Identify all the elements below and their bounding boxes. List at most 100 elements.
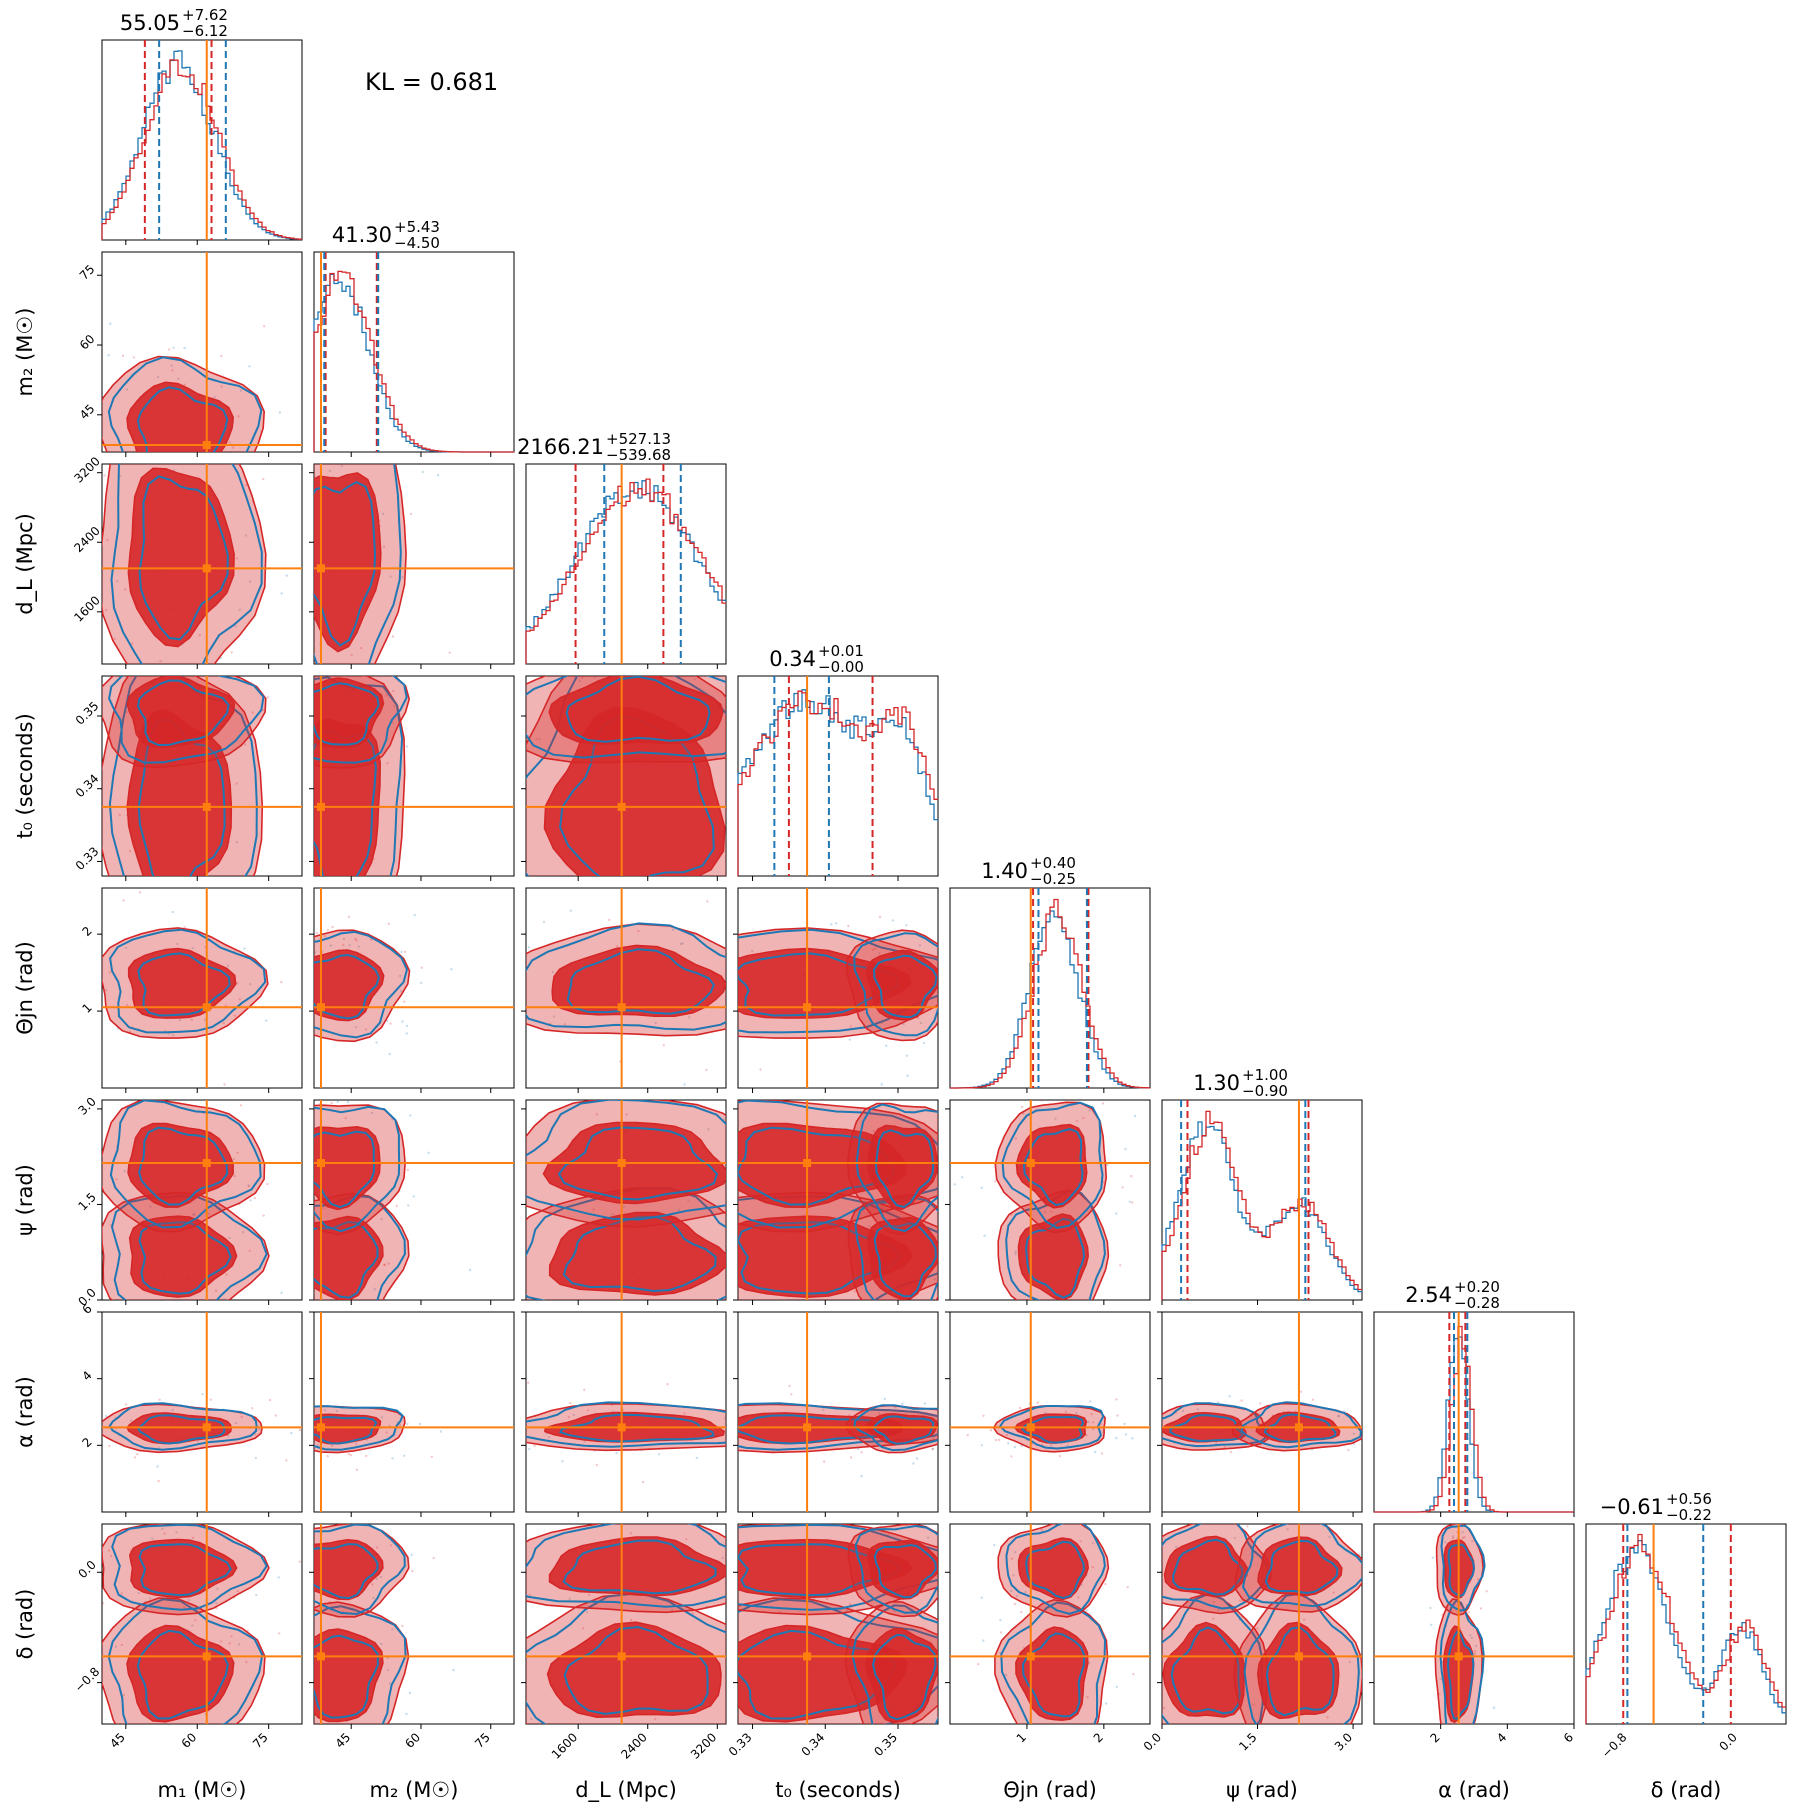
y-tick-label: 0.35 bbox=[73, 699, 102, 728]
histogram-step-a bbox=[313, 270, 514, 453]
scatter-point bbox=[1155, 1669, 1157, 1671]
scatter-point bbox=[788, 1384, 791, 1388]
density-contour-b-outer bbox=[314, 464, 402, 664]
scatter-point bbox=[532, 1514, 534, 1516]
scatter-point bbox=[1473, 1650, 1477, 1653]
scatter-point bbox=[528, 1593, 531, 1597]
scatter-point bbox=[304, 1130, 306, 1132]
density-contour-b-inner bbox=[138, 1221, 232, 1295]
scatter-point bbox=[96, 943, 98, 945]
x-tick-label: 45 bbox=[107, 1730, 128, 1751]
scatter-point bbox=[1040, 1100, 1043, 1102]
density-contour-b-outer bbox=[738, 1195, 938, 1300]
density-contour-b-outer bbox=[854, 1196, 938, 1300]
scatter-point bbox=[421, 470, 425, 474]
scatter-point bbox=[409, 512, 413, 516]
scatter-point bbox=[107, 354, 110, 357]
truth-marker bbox=[617, 802, 626, 811]
density-contour-b-inner bbox=[873, 1544, 937, 1599]
scatter-point bbox=[1212, 1617, 1215, 1621]
x-tick-label: 3.0 bbox=[1332, 1730, 1355, 1753]
scatter-point bbox=[232, 1158, 235, 1161]
scatter-point bbox=[183, 926, 186, 929]
scatter-point bbox=[375, 1041, 378, 1044]
scatter-point bbox=[357, 1742, 359, 1744]
scatter-point bbox=[878, 915, 882, 919]
scatter-point bbox=[583, 1388, 586, 1392]
scatter-point bbox=[158, 1398, 161, 1401]
density-contour-b-inner bbox=[1264, 1539, 1339, 1595]
density-contour-b-outer bbox=[314, 1105, 401, 1233]
scatter-point bbox=[942, 1146, 944, 1148]
x-tick-label: −0.8 bbox=[1599, 1730, 1630, 1761]
x-tick-label: 60 bbox=[179, 1730, 200, 1751]
scatter-point bbox=[220, 1640, 223, 1643]
y-tick-label: 2400 bbox=[71, 524, 102, 555]
density-contour-b-outer bbox=[738, 1598, 938, 1724]
scatter-point bbox=[365, 1454, 368, 1458]
scatter-point bbox=[1049, 1444, 1053, 1447]
scatter-point bbox=[622, 1205, 626, 1209]
scatter-point bbox=[201, 666, 203, 668]
density-contour-b-outer bbox=[314, 1524, 406, 1616]
scatter-point bbox=[280, 592, 283, 595]
histogram-title-plus: +0.20 bbox=[1454, 1278, 1500, 1296]
panel-alpha-vs-psi bbox=[1157, 1311, 1363, 1517]
density-contour-b-outer bbox=[107, 356, 263, 452]
scatter-point bbox=[953, 1183, 956, 1186]
y-axis-label-theta_jn: Θjn (rad) bbox=[13, 941, 37, 1035]
scatter-point bbox=[107, 1549, 111, 1552]
scatter-point bbox=[1075, 1119, 1079, 1123]
scatter-point bbox=[241, 1309, 243, 1311]
scatter-point bbox=[1086, 1696, 1089, 1699]
scatter-point bbox=[1229, 1450, 1233, 1454]
truth-marker bbox=[1026, 1652, 1035, 1661]
scatter-point bbox=[405, 1712, 408, 1716]
scatter-point bbox=[1325, 1514, 1327, 1516]
scatter-point bbox=[166, 1092, 168, 1094]
scatter-point bbox=[222, 1022, 225, 1025]
scatter-point bbox=[247, 1184, 250, 1187]
scatter-point bbox=[1079, 1540, 1082, 1543]
scatter-point bbox=[905, 1054, 909, 1057]
scatter-point bbox=[1246, 1525, 1249, 1528]
scatter-point bbox=[406, 1168, 409, 1172]
scatter-point bbox=[195, 461, 197, 463]
scatter-point bbox=[380, 1642, 383, 1646]
scatter-point bbox=[405, 1024, 409, 1028]
panel-t0-vs-m1 bbox=[97, 675, 303, 881]
scatter-point bbox=[109, 1555, 113, 1558]
y-tick-label: 2 bbox=[80, 1435, 95, 1450]
scatter-point bbox=[124, 1403, 128, 1406]
scatter-point bbox=[315, 931, 319, 935]
scatter-point bbox=[483, 1761, 485, 1763]
density-contour-b-inner bbox=[137, 1414, 226, 1445]
scatter-point bbox=[382, 1263, 386, 1267]
histogram-step-b bbox=[1585, 1539, 1786, 1724]
scatter-point bbox=[1104, 1702, 1108, 1705]
scatter-point bbox=[616, 945, 619, 948]
density-contour-b-inner bbox=[565, 676, 711, 743]
scatter-point bbox=[1475, 1644, 1478, 1648]
scatter-point bbox=[693, 678, 696, 681]
scatter-point bbox=[860, 1475, 863, 1478]
x-tick-label: 2 bbox=[1091, 1730, 1106, 1745]
scatter-point bbox=[326, 928, 329, 932]
histogram-delta: −0.61 +0.56−0.22 bbox=[1585, 1490, 1787, 1725]
density-contour-b-outer bbox=[526, 1591, 726, 1724]
scatter-point bbox=[306, 368, 308, 370]
scatter-point bbox=[156, 1465, 159, 1468]
scatter-point bbox=[677, 1208, 680, 1212]
scatter-point bbox=[321, 1730, 323, 1732]
scatter-point bbox=[305, 951, 307, 953]
x-tick-label: 0.33 bbox=[726, 1730, 755, 1759]
scatter-point bbox=[553, 1015, 556, 1018]
histogram-title-minus: −539.68 bbox=[606, 446, 671, 464]
scatter-point bbox=[1215, 1441, 1218, 1445]
scatter-point bbox=[1233, 1536, 1237, 1540]
scatter-point bbox=[244, 483, 248, 487]
scatter-point bbox=[1087, 1420, 1090, 1424]
scatter-point bbox=[386, 762, 389, 765]
scatter-point bbox=[881, 1723, 884, 1724]
x-axis-label-alpha: α (rad) bbox=[1438, 1778, 1510, 1802]
